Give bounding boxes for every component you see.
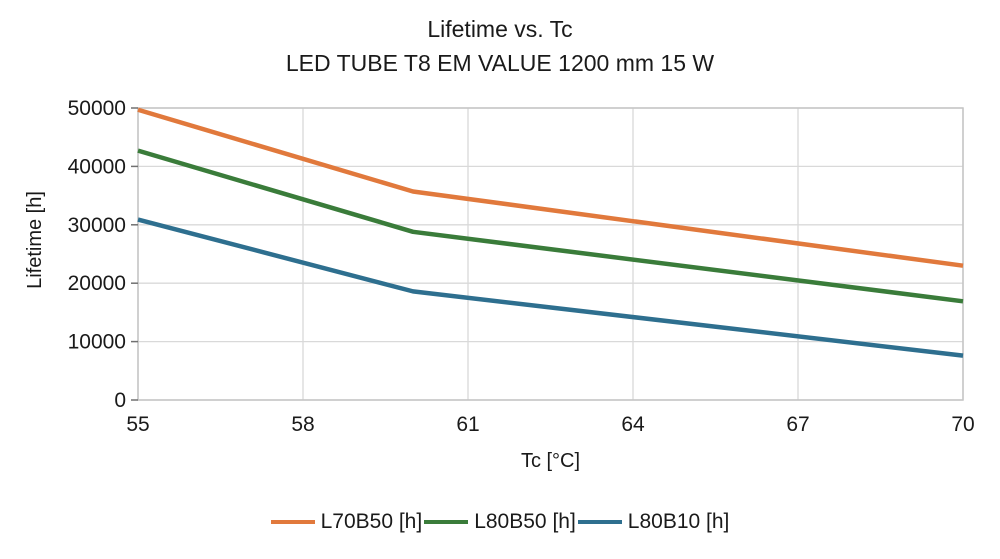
- x-tick-label: 58: [291, 413, 314, 436]
- x-tick-label: 61: [456, 413, 479, 436]
- legend-swatch-orange-line: [270, 520, 315, 524]
- legend-label-l70b50: L70B50 [h]: [320, 510, 423, 533]
- y-tick-label: 0: [114, 389, 126, 412]
- y-tick-label: 50000: [68, 97, 126, 120]
- legend-label-l80b50: L80B50 [h]: [474, 510, 576, 533]
- x-axis-title: Tc [°C]: [521, 450, 580, 472]
- x-tick-label: 67: [786, 413, 809, 436]
- x-tick-label: 70: [951, 413, 974, 436]
- legend-item-l70b50: L70B50 [h]: [270, 510, 423, 534]
- legend-swatch-blue-line: [577, 520, 622, 524]
- legend-swatch-green-line: [424, 520, 469, 524]
- legend-item-l80b10: L80B10 [h]: [577, 510, 730, 534]
- y-tick-label: 20000: [68, 272, 126, 295]
- y-axis-title: Lifetime [h]: [24, 191, 46, 289]
- series-line-l70b50: [137, 107, 964, 268]
- legend-label-l80b10: L80B10 [h]: [627, 510, 730, 533]
- x-tick-label: 55: [126, 413, 149, 436]
- legend-item-l80b50: L80B50 [h]: [424, 510, 576, 534]
- line-chart-plot-area: 0 10000 20000 30000 40000 50000 55 58 61 64 67 70 Tc…: [24, 97, 975, 472]
- chart-title: Lifetime vs. Tc: [427, 16, 573, 42]
- chart-subtitle: LED TUBE T8 EM VALUE 1200 mm 15 W: [285, 50, 715, 76]
- plot-border: [137, 107, 964, 401]
- y-tick-label: 30000: [68, 214, 126, 237]
- x-tick-label: 64: [621, 413, 645, 436]
- series-line-l80b50: [137, 148, 964, 304]
- legend: L70B50 [h] L80B50 [h] L80B10 [h]: [0, 506, 1000, 538]
- series-line-l80b10: [137, 217, 964, 358]
- y-tick-label: 40000: [68, 155, 126, 178]
- y-tick-label: 10000: [68, 331, 126, 354]
